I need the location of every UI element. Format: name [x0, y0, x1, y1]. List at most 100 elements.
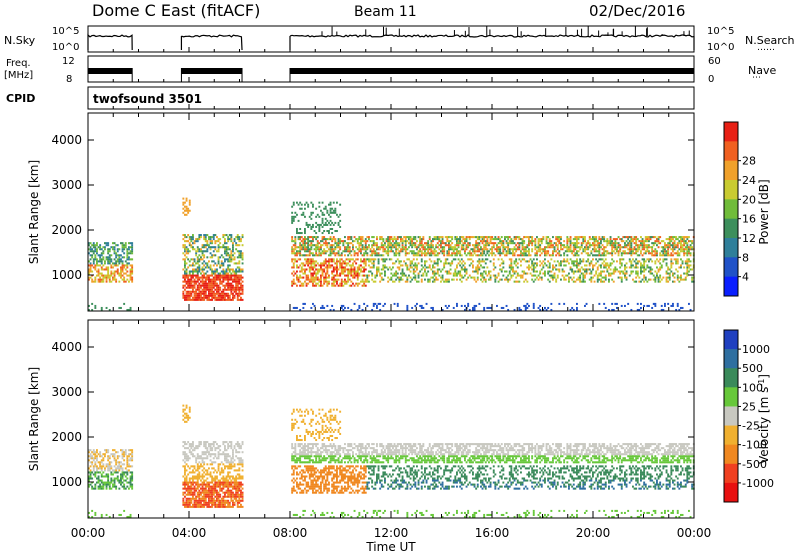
power-cell	[187, 276, 190, 279]
power-cell	[595, 244, 598, 247]
velocity-cell	[184, 461, 186, 464]
power-cell	[505, 304, 508, 307]
velocity-cell	[185, 455, 188, 458]
power-cell	[363, 270, 366, 273]
power-cell	[371, 250, 374, 253]
power-cell	[240, 276, 242, 279]
power-cell	[224, 234, 226, 237]
power-cell	[473, 276, 476, 279]
power-cell	[545, 252, 548, 255]
power-cell	[576, 242, 578, 245]
power-cell	[320, 223, 322, 226]
power-cell	[408, 242, 410, 245]
power-cell	[612, 244, 615, 247]
power-cell	[665, 278, 668, 281]
power-cell	[555, 254, 558, 257]
power-cell	[329, 308, 332, 311]
power-cell	[193, 290, 196, 293]
power-cell	[520, 308, 522, 311]
power-cell	[182, 234, 185, 237]
power-cell	[321, 211, 324, 214]
power-cell	[531, 262, 534, 265]
power-cell	[363, 246, 366, 249]
power-cell	[313, 262, 316, 265]
power-cell	[614, 246, 617, 249]
velocity-cell	[187, 485, 190, 488]
power-cell	[425, 242, 428, 245]
power-cell	[209, 286, 212, 289]
power-cell	[480, 278, 482, 281]
power-cell	[483, 306, 486, 309]
power-cell	[404, 280, 407, 283]
power-cell	[107, 262, 110, 265]
velocity-cell	[99, 465, 102, 468]
power-cell	[436, 272, 439, 275]
power-cell	[379, 280, 382, 283]
power-cell	[118, 274, 121, 277]
power-cell	[427, 248, 430, 251]
power-cell	[94, 278, 97, 281]
power-cell	[324, 258, 327, 261]
power-cell	[310, 201, 313, 204]
power-cell	[200, 272, 202, 275]
power-cell	[209, 282, 212, 285]
power-cell	[470, 258, 473, 261]
power-cell	[296, 274, 298, 277]
power-cell	[636, 274, 639, 277]
power-cell	[348, 272, 351, 275]
velocity-cell	[91, 461, 94, 464]
power-cell	[635, 240, 638, 243]
power-cell	[454, 272, 457, 275]
power-cell	[360, 238, 362, 241]
velocity-cell	[182, 459, 185, 462]
velocity-cell	[91, 477, 94, 480]
power-cell	[587, 252, 590, 255]
power-cell	[310, 266, 313, 269]
power-cell	[516, 248, 519, 251]
power-cell	[102, 280, 105, 283]
power-cell	[219, 282, 222, 285]
power-cell	[232, 268, 234, 271]
power-cell	[449, 248, 452, 251]
power-cell	[595, 258, 598, 261]
velocity-cell	[184, 485, 186, 488]
power-cell	[195, 280, 198, 283]
power-cell	[348, 252, 351, 255]
power-cell	[321, 217, 324, 220]
power-cell	[569, 266, 572, 269]
velocity-cell	[96, 449, 98, 452]
power-cell	[332, 209, 335, 212]
power-cell	[534, 240, 537, 243]
power-cell	[676, 242, 679, 245]
power-cell	[203, 290, 206, 293]
power-cell	[657, 242, 660, 245]
power-cell	[614, 244, 617, 247]
power-cell	[316, 223, 319, 226]
power-cell	[113, 250, 116, 253]
velocity-cell	[99, 471, 102, 474]
power-cell	[193, 264, 196, 267]
power-cell	[308, 215, 311, 218]
power-cell	[192, 290, 194, 293]
power-cell	[216, 268, 218, 271]
power-cell	[603, 250, 606, 253]
power-cell	[681, 248, 684, 251]
power-cell	[331, 244, 334, 247]
power-cell	[350, 274, 353, 277]
power-cell	[443, 242, 446, 245]
power-cell	[604, 264, 607, 267]
velocity-cell	[192, 503, 194, 506]
power-cell	[312, 254, 314, 257]
y-tick-label: 2000	[51, 223, 82, 237]
velocity-cell	[192, 487, 194, 490]
velocity-cell	[115, 487, 118, 490]
velocity-cell	[123, 487, 126, 490]
power-cell	[502, 306, 505, 309]
velocity-cell	[190, 489, 193, 492]
power-cell	[420, 246, 423, 249]
power-cell	[641, 254, 644, 257]
power-cell	[304, 230, 306, 233]
power-cell	[110, 266, 113, 269]
power-cell	[588, 278, 591, 281]
power-cell	[200, 292, 202, 295]
